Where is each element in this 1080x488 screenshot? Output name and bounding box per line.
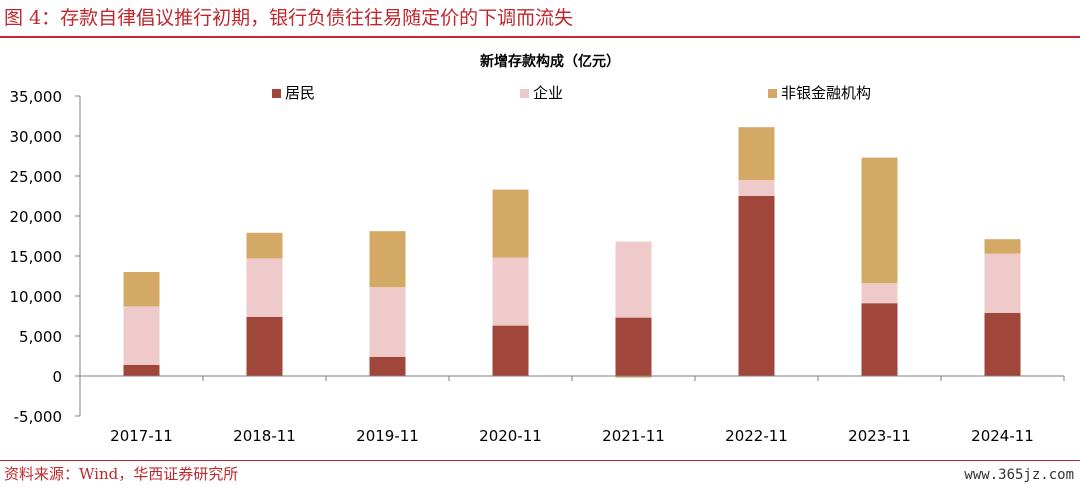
y-tick-label: 20,000 [10, 208, 63, 226]
chart-area: 新增存款构成（亿元） -5,000 0 5,000 10,000 15,000 20,00… [0, 40, 1080, 456]
bar-segment [369, 356, 406, 376]
y-tick-label: 5,000 [19, 328, 62, 346]
y-tick-label: 30,000 [10, 128, 63, 146]
bar-segment [123, 272, 160, 307]
bar-segment [615, 376, 652, 378]
bars-group [123, 127, 1021, 378]
bar-segment [984, 253, 1021, 313]
x-tick-label: 2018-11 [233, 427, 296, 445]
bar-segment [861, 157, 898, 284]
bar-segment [861, 303, 898, 376]
y-tick-label: -5,000 [14, 408, 62, 426]
bar-segment [738, 127, 775, 180]
y-tick-label: 25,000 [10, 168, 63, 186]
legend-swatch [272, 89, 281, 98]
y-tick-label: 10,000 [10, 288, 63, 306]
y-axis: -5,000 0 5,000 10,000 15,000 20,000 25,000 30,0… [10, 88, 81, 426]
x-tick-label: 2019-11 [356, 427, 419, 445]
bar-segment [369, 231, 406, 288]
x-tick-label: 2021-11 [602, 427, 665, 445]
legend: 居民 企业 非银金融机构 [272, 84, 871, 102]
bar-segment [492, 189, 529, 258]
bar-segment [123, 306, 160, 365]
title-divider [0, 36, 1080, 38]
watermark: www.365jz.com [964, 467, 1074, 483]
y-tick-label: 0 [52, 368, 62, 386]
bar-segment [246, 232, 283, 259]
legend-swatch [768, 89, 777, 98]
x-tick-label: 2020-11 [479, 427, 542, 445]
x-tick-label: 2022-11 [725, 427, 788, 445]
bar-segment [246, 316, 283, 376]
stacked-bar-chart: 新增存款构成（亿元） -5,000 0 5,000 10,000 15,000 20,00… [10, 53, 1065, 445]
legend-label: 居民 [285, 84, 315, 102]
y-tick-label: 35,000 [10, 88, 63, 106]
legend-swatch [520, 89, 529, 98]
legend-label: 企业 [533, 84, 563, 102]
bar-segment [615, 317, 652, 376]
x-tick-label: 2023-11 [848, 427, 911, 445]
bar-segment [492, 257, 529, 326]
bar-segment [861, 283, 898, 304]
legend-label: 非银金融机构 [781, 84, 871, 102]
bar-segment [984, 312, 1021, 376]
bar-segment [738, 180, 775, 196]
x-tick-label: 2017-11 [110, 427, 173, 445]
bar-segment [984, 239, 1021, 254]
bar-segment [738, 196, 775, 376]
figure-title: 图 4：存款自律倡议推行初期，银行负债往往易随定价的下调而流失 [4, 7, 574, 29]
bar-segment [369, 287, 406, 357]
y-tick-label: 15,000 [10, 248, 63, 266]
x-axis: 2017-11 2018-11 2019-11 2020-11 2021-11 2022-… [79, 375, 1065, 445]
x-tick-label: 2024-11 [971, 427, 1034, 445]
source-note: 资料来源：Wind，华西证券研究所 [4, 465, 239, 483]
bottom-divider [0, 460, 1080, 461]
bar-segment [123, 364, 160, 376]
chart-title: 新增存款构成（亿元） [480, 53, 620, 70]
bar-segment [615, 241, 652, 318]
bar-segment [246, 258, 283, 317]
bar-segment [492, 325, 529, 376]
